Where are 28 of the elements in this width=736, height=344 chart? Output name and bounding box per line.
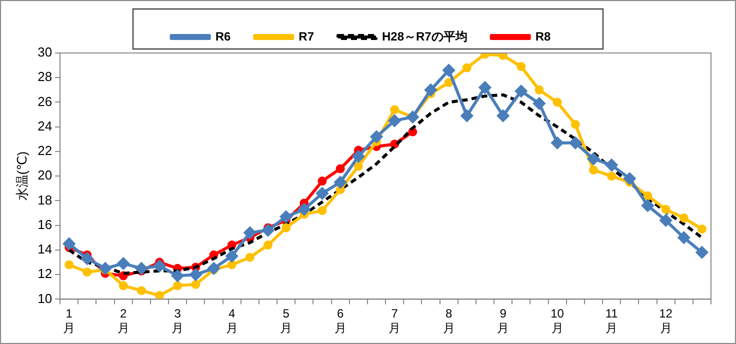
x-tick-label: 3月 (172, 306, 184, 336)
x-tick-label: 11月 (605, 306, 618, 336)
y-tick-label: 16 (38, 216, 52, 232)
y-tick-label: 12 (38, 266, 52, 282)
y-axis-title: 水温(℃) (14, 151, 30, 201)
x-tick-label: 7月 (388, 306, 401, 336)
legend-label: R7 (298, 29, 314, 44)
x-tick-label: 12月 (659, 306, 673, 336)
legend-label: R8 (535, 29, 552, 44)
x-tick-label: 9月 (497, 306, 510, 336)
y-tick-label: 18 (38, 192, 52, 208)
x-tick-label: 10月 (550, 306, 564, 336)
y-tick-label: 30 (38, 44, 52, 60)
x-tick-label: 2月 (117, 306, 130, 336)
legend-label: R6 (215, 29, 231, 44)
y-tick-label: 26 (38, 94, 52, 109)
x-tick-label: 8月 (442, 306, 455, 336)
y-tick-label: 24 (38, 118, 52, 134)
y-tick-label: 10 (38, 290, 52, 306)
y-tick-label: 22 (38, 143, 52, 158)
y-tick-label: 28 (38, 69, 52, 84)
y-tick-label: 20 (38, 168, 52, 183)
x-tick-label: 1月 (63, 306, 76, 336)
x-tick-label: 4月 (226, 306, 238, 336)
legend-label: H28～R7の平均 (382, 29, 468, 44)
x-tick-label: 5月 (280, 306, 292, 336)
x-tick-label: 6月 (334, 306, 346, 336)
y-tick-label: 14 (38, 242, 52, 257)
